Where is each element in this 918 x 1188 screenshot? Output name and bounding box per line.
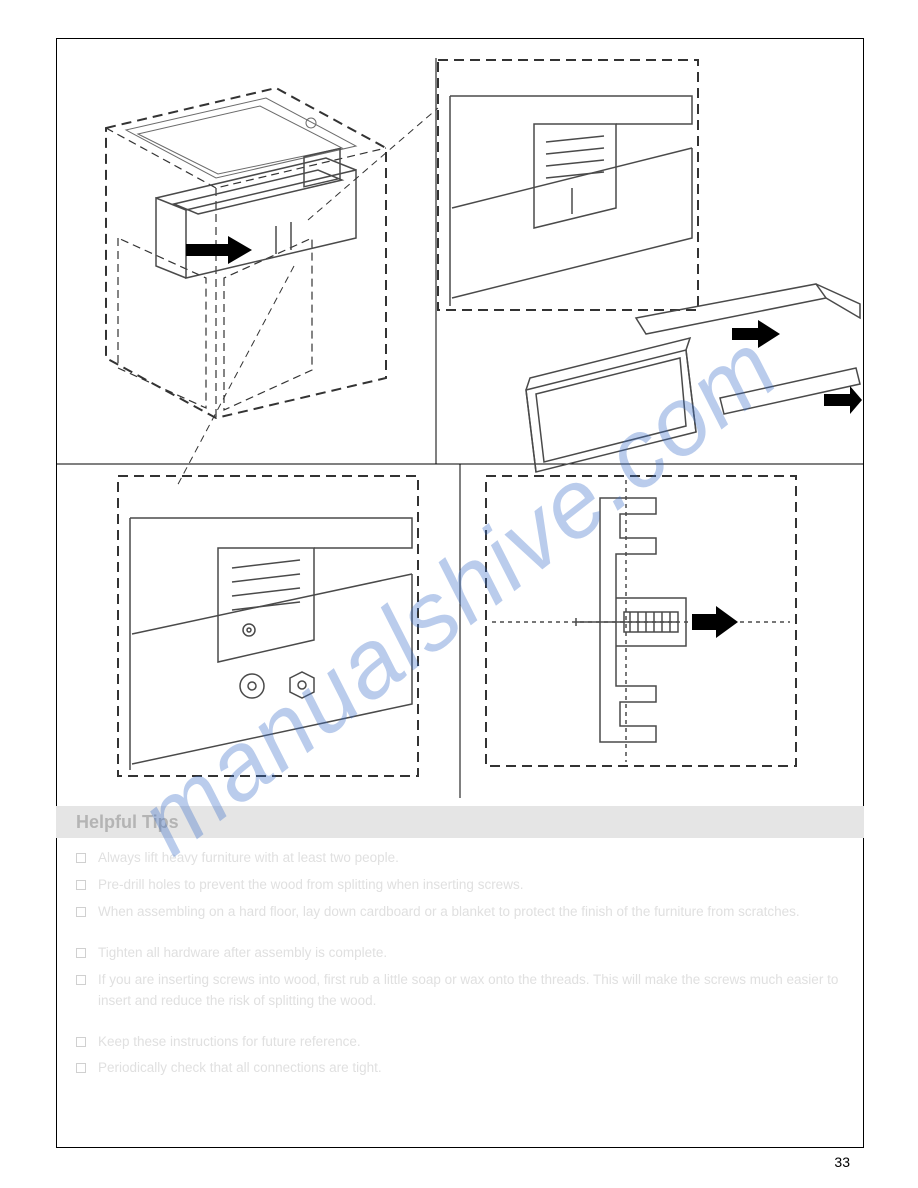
hex-nut-icon <box>290 672 314 698</box>
arrow-icon <box>732 320 780 348</box>
tips-list-1: Always lift heavy furniture with at leas… <box>76 848 844 923</box>
arrow-icon <box>692 606 738 638</box>
panel-rail-detail-top <box>438 60 698 310</box>
page-number: 33 <box>834 1154 850 1170</box>
panel-clip-section <box>486 476 796 766</box>
tips-heading-bar: Helpful Tips <box>56 806 864 838</box>
assembly-figure <box>56 38 864 798</box>
tips-title: Helpful Tips <box>76 812 179 833</box>
tips-list-2: Tighten all hardware after assembly is c… <box>76 943 844 1012</box>
tip-item: Periodically check that all connections … <box>76 1058 844 1079</box>
tip-item: If you are inserting screws into wood, f… <box>76 970 844 1012</box>
tip-item: Pre-drill holes to prevent the wood from… <box>76 875 844 896</box>
tip-item: Always lift heavy furniture with at leas… <box>76 848 844 869</box>
callout-line-1 <box>308 108 438 220</box>
tip-item: When assembling on a hard floor, lay dow… <box>76 902 844 923</box>
tips-list-3: Keep these instructions for future refer… <box>76 1032 844 1080</box>
washer-icon <box>240 674 264 698</box>
callout-line-2 <box>176 266 294 488</box>
panel-cabinet-iso <box>106 88 386 418</box>
tip-item: Tighten all hardware after assembly is c… <box>76 943 844 964</box>
panel-rail-fastener <box>118 476 418 776</box>
figure-svg <box>56 38 864 798</box>
push-arrow-icon <box>186 236 252 264</box>
panel-drawer-slide <box>526 284 862 472</box>
tips-body: Always lift heavy furniture with at leas… <box>76 848 844 1085</box>
tip-item: Keep these instructions for future refer… <box>76 1032 844 1053</box>
